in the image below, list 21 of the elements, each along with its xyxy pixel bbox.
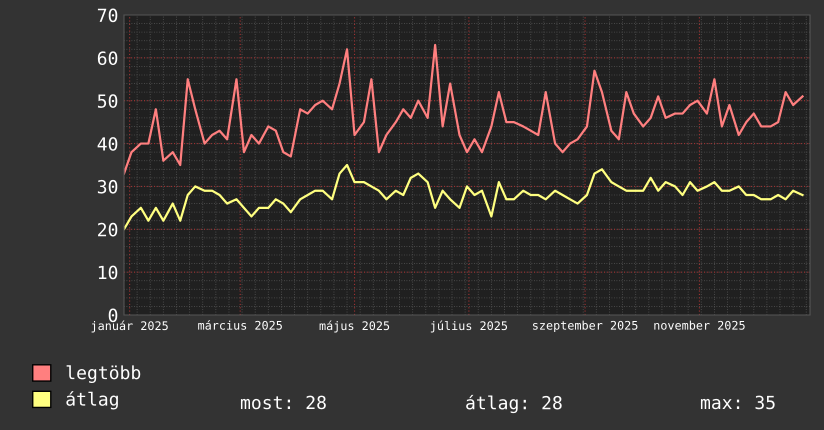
text: max: 35: [700, 396, 775, 410]
line-series: [124, 44, 804, 175]
y-tick-label: 10: [98, 266, 118, 280]
text: most: 28: [240, 396, 326, 410]
y-tick-label: 40: [98, 137, 118, 151]
x-tick-label: március 2025: [198, 320, 282, 330]
x-tick-label: november 2025: [654, 320, 745, 330]
y-tick-label: 30: [98, 180, 118, 194]
y-tick-label: 70: [98, 8, 118, 22]
line-series: [124, 164, 804, 230]
x-tick-label: május 2025: [320, 320, 390, 332]
y-tick-label: 60: [98, 51, 118, 66]
legend-label: legtöbb: [66, 365, 140, 384]
y-tick-label: 20: [98, 222, 118, 236]
y-tick-label: 50: [98, 94, 118, 108]
x-tick-label: január 2025: [92, 320, 168, 332]
text: átlag: 28: [466, 394, 562, 414]
x-tick-label: július 2025: [430, 320, 508, 332]
x-tick-label: szeptember 2025: [533, 320, 638, 332]
y-tick-label: 0: [108, 308, 118, 322]
legend-label: átlag: [66, 391, 118, 410]
